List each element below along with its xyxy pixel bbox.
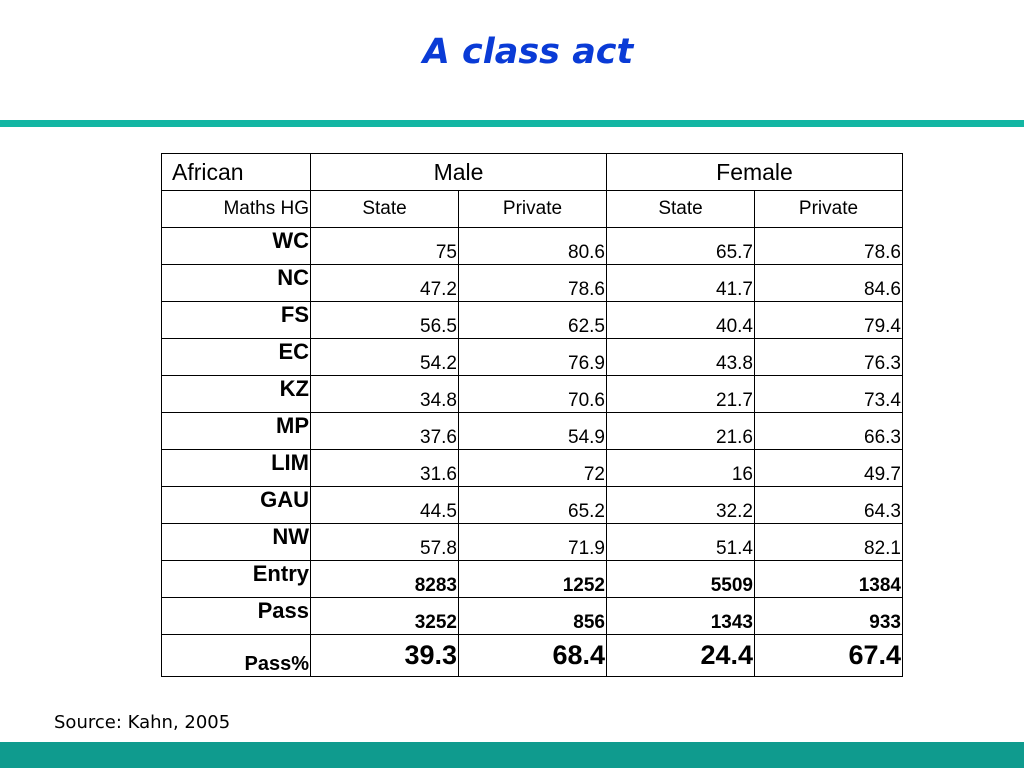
row-label: WC bbox=[161, 227, 311, 265]
table-cell: 32.2 bbox=[606, 486, 755, 524]
table-cell: 16 bbox=[606, 449, 755, 487]
table-cell: 64.3 bbox=[754, 486, 903, 524]
table-cell: 44.5 bbox=[310, 486, 459, 524]
table-cell: 66.3 bbox=[754, 412, 903, 450]
table-cell: 73.4 bbox=[754, 375, 903, 413]
footer-band bbox=[0, 742, 1024, 768]
row-label: NW bbox=[161, 523, 311, 561]
row-label: Pass% bbox=[161, 634, 311, 677]
table-cell: 1384 bbox=[754, 560, 903, 598]
corner-header: African bbox=[161, 153, 311, 191]
table-cell: 21.6 bbox=[606, 412, 755, 450]
table-cell: 56.5 bbox=[310, 301, 459, 339]
table-cell: 51.4 bbox=[606, 523, 755, 561]
table-cell: 31.6 bbox=[310, 449, 459, 487]
table-cell: 65.2 bbox=[458, 486, 607, 524]
table-cell: 54.2 bbox=[310, 338, 459, 376]
table-cell: 80.6 bbox=[458, 227, 607, 265]
pass-percent-row: Pass% 39.3 68.4 24.4 67.4 bbox=[161, 634, 903, 677]
table-cell: 78.6 bbox=[458, 264, 607, 302]
table-cell: 67.4 bbox=[754, 634, 903, 677]
table-cell: 65.7 bbox=[606, 227, 755, 265]
province-row: FS 56.5 62.5 40.4 79.4 bbox=[161, 301, 903, 339]
table-cell: 5509 bbox=[606, 560, 755, 598]
table-cell: 70.6 bbox=[458, 375, 607, 413]
column-header: Private bbox=[754, 190, 903, 228]
province-row: EC 54.2 76.9 43.8 76.3 bbox=[161, 338, 903, 376]
column-header: Private bbox=[458, 190, 607, 228]
row-label: LIM bbox=[161, 449, 311, 487]
pass-row: Pass 3252 856 1343 933 bbox=[161, 597, 903, 635]
table-cell: 24.4 bbox=[606, 634, 755, 677]
column-header: State bbox=[310, 190, 459, 228]
table-cell: 54.9 bbox=[458, 412, 607, 450]
subject-header: Maths HG bbox=[161, 190, 311, 228]
subheader-row: Maths HG State Private State Private bbox=[161, 190, 903, 228]
province-row: NC 47.2 78.6 41.7 84.6 bbox=[161, 264, 903, 302]
table-cell: 72 bbox=[458, 449, 607, 487]
table-cell: 47.2 bbox=[310, 264, 459, 302]
group-header-female: Female bbox=[606, 153, 903, 191]
table-cell: 1343 bbox=[606, 597, 755, 635]
table-cell: 75 bbox=[310, 227, 459, 265]
table-cell: 78.6 bbox=[754, 227, 903, 265]
table-cell: 82.1 bbox=[754, 523, 903, 561]
row-label: NC bbox=[161, 264, 311, 302]
table-cell: 71.9 bbox=[458, 523, 607, 561]
table-cell: 933 bbox=[754, 597, 903, 635]
row-label: Entry bbox=[161, 560, 311, 598]
group-header-row: African Male Female bbox=[161, 153, 903, 191]
table-cell: 49.7 bbox=[754, 449, 903, 487]
entry-row: Entry 8283 1252 5509 1384 bbox=[161, 560, 903, 598]
group-header-male: Male bbox=[310, 153, 607, 191]
row-label: GAU bbox=[161, 486, 311, 524]
table-cell: 856 bbox=[458, 597, 607, 635]
province-row: MP 37.6 54.9 21.6 66.3 bbox=[161, 412, 903, 450]
table-cell: 43.8 bbox=[606, 338, 755, 376]
province-row: NW 57.8 71.9 51.4 82.1 bbox=[161, 523, 903, 561]
table-cell: 41.7 bbox=[606, 264, 755, 302]
table-cell: 57.8 bbox=[310, 523, 459, 561]
slide-title: A class act bbox=[422, 32, 634, 72]
table-cell: 8283 bbox=[310, 560, 459, 598]
row-label: EC bbox=[161, 338, 311, 376]
row-label: MP bbox=[161, 412, 311, 450]
province-row: GAU 44.5 65.2 32.2 64.3 bbox=[161, 486, 903, 524]
table-cell: 76.3 bbox=[754, 338, 903, 376]
table-cell: 21.7 bbox=[606, 375, 755, 413]
column-header: State bbox=[606, 190, 755, 228]
row-label: Pass bbox=[161, 597, 311, 635]
table-cell: 34.8 bbox=[310, 375, 459, 413]
table-cell: 37.6 bbox=[310, 412, 459, 450]
table-cell: 1252 bbox=[458, 560, 607, 598]
province-row: KZ 34.8 70.6 21.7 73.4 bbox=[161, 375, 903, 413]
title-divider bbox=[0, 120, 1024, 127]
pass-rate-table: African Male Female Maths HG State Priva… bbox=[161, 153, 903, 677]
table-cell: 40.4 bbox=[606, 301, 755, 339]
row-label: KZ bbox=[161, 375, 311, 413]
table-cell: 68.4 bbox=[458, 634, 607, 677]
row-label: FS bbox=[161, 301, 311, 339]
table-cell: 62.5 bbox=[458, 301, 607, 339]
table-cell: 79.4 bbox=[754, 301, 903, 339]
table-cell: 3252 bbox=[310, 597, 459, 635]
province-row: WC 75 80.6 65.7 78.6 bbox=[161, 227, 903, 265]
table-cell: 76.9 bbox=[458, 338, 607, 376]
province-row: LIM 31.6 72 16 49.7 bbox=[161, 449, 903, 487]
table-cell: 39.3 bbox=[310, 634, 459, 677]
source-caption: Source: Kahn, 2005 bbox=[54, 712, 231, 733]
table-cell: 84.6 bbox=[754, 264, 903, 302]
